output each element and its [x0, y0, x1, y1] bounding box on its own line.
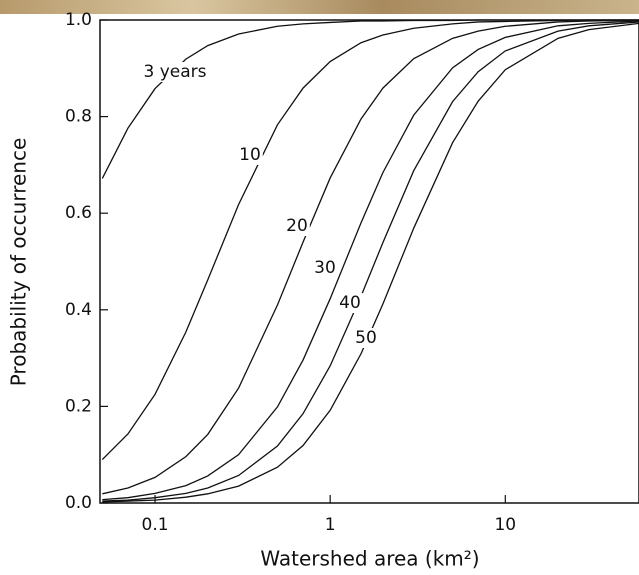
- curve-label: 3 years: [143, 62, 206, 82]
- curve: [102, 21, 639, 502]
- curve: [102, 19, 639, 495]
- x-axis-label: Watershed area (km²): [260, 547, 479, 571]
- curve: [102, 20, 639, 501]
- curve-label-bg: [237, 145, 263, 165]
- curve-label-bg: [141, 62, 209, 82]
- x-tick-label: 0.1: [142, 515, 169, 535]
- curve-label-bg: [337, 293, 363, 313]
- y-tick-label: 0.6: [65, 203, 92, 223]
- curve-label-bg: [284, 216, 310, 236]
- curve: [102, 22, 639, 503]
- x-tick-label: 10: [494, 515, 516, 535]
- photo-strip: [0, 0, 639, 14]
- curve-label-bg: [353, 328, 379, 348]
- curve-label: 40: [339, 293, 361, 313]
- y-tick-label: 1.0: [65, 10, 92, 30]
- curve-label: 20: [286, 216, 308, 236]
- curve-label: 30: [314, 258, 336, 278]
- y-tick-label: 0.0: [65, 493, 92, 513]
- x-tick-label: 1: [325, 515, 336, 535]
- curve-label: 10: [239, 145, 261, 165]
- y-tick-label: 0.4: [65, 300, 92, 320]
- y-tick-label: 0.8: [65, 107, 92, 127]
- y-tick-label: 0.2: [65, 396, 92, 416]
- background: [0, 14, 639, 575]
- curve: [101, 19, 639, 460]
- plot-frame: [99, 19, 639, 504]
- curve-label-bg: [312, 258, 338, 278]
- curve-label: 50: [355, 328, 377, 348]
- y-axis-label: Probability of occurrence: [7, 138, 31, 387]
